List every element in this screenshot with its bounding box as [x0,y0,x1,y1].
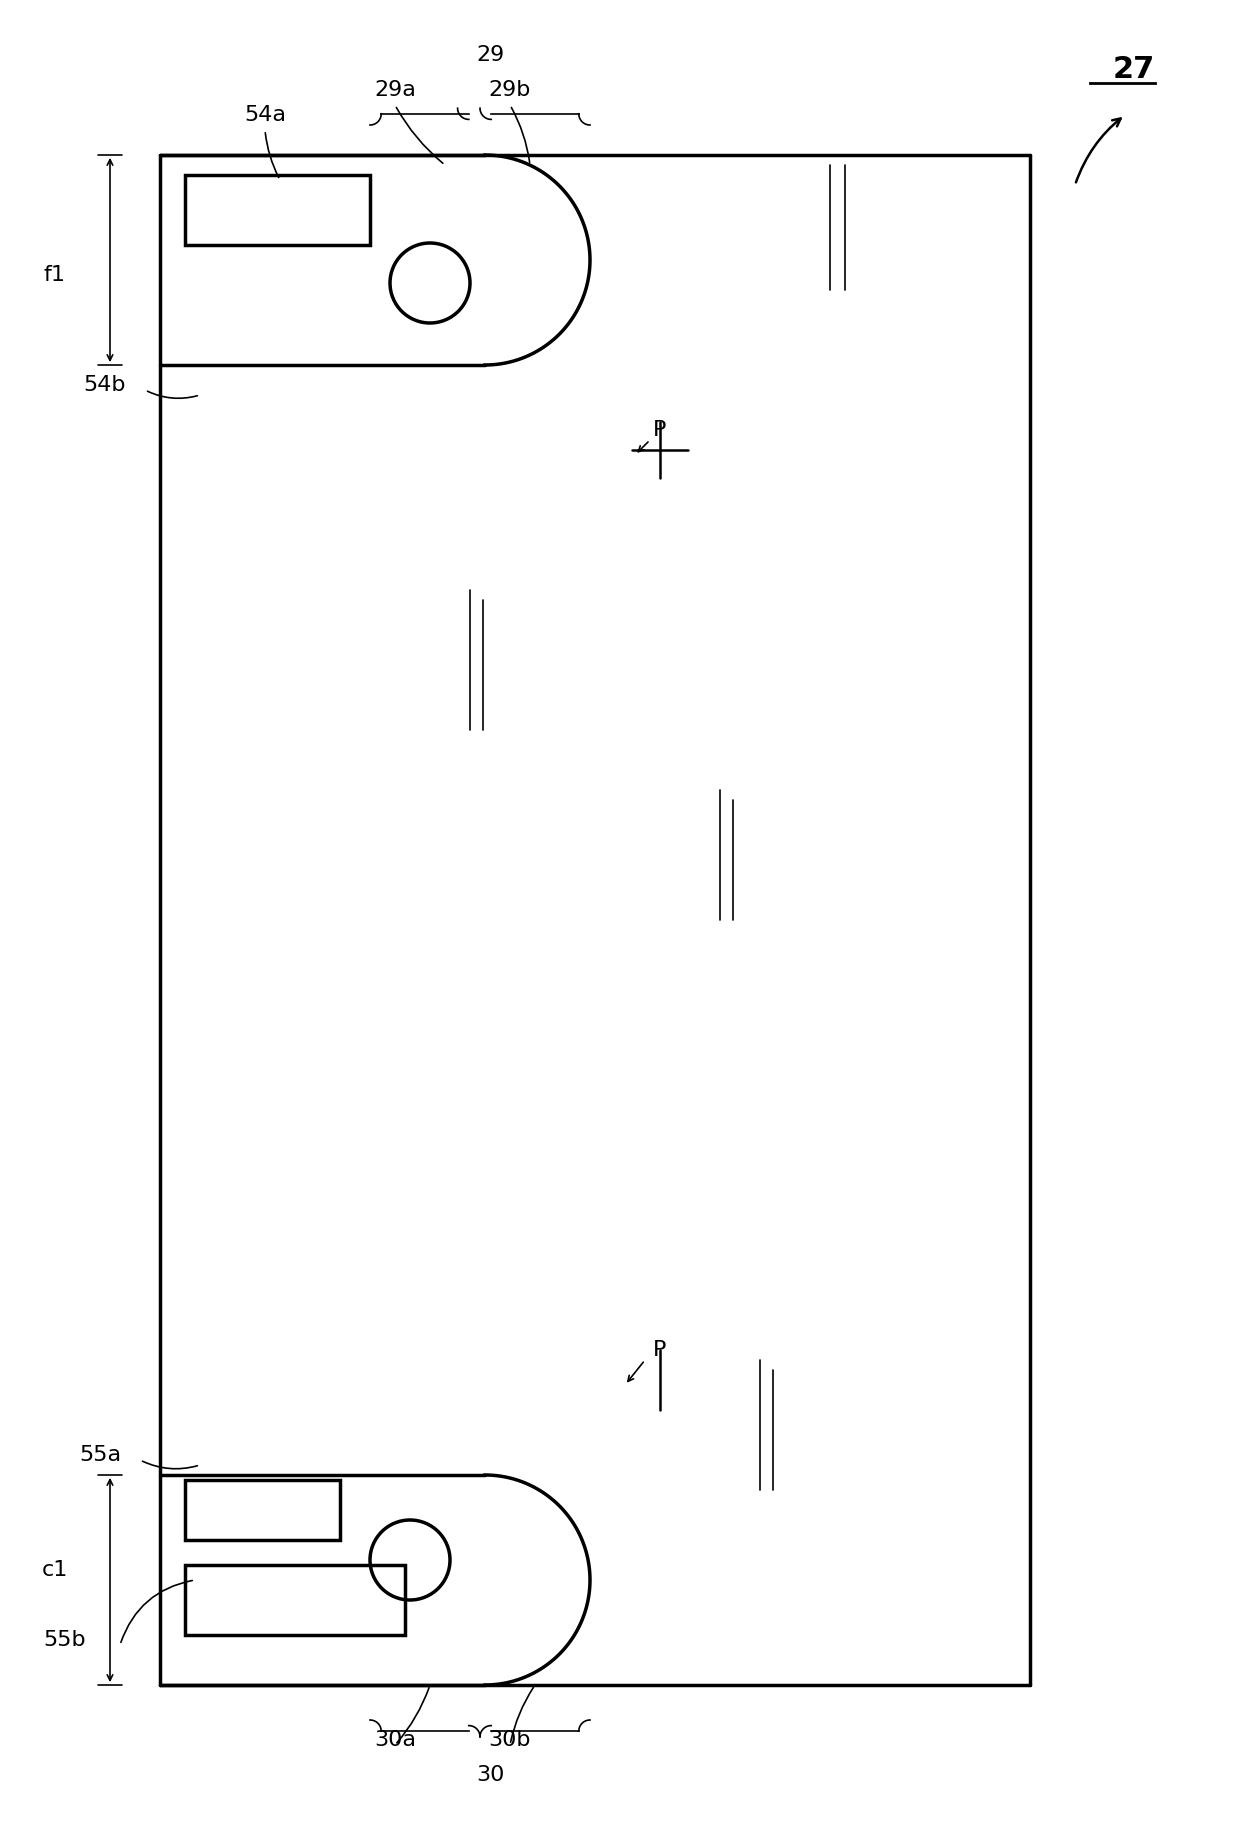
Text: 55a: 55a [79,1444,122,1464]
Text: 30b: 30b [489,1729,531,1749]
Bar [185,1565,405,1634]
Text: c1: c1 [42,1559,68,1579]
Text: 55b: 55b [43,1631,87,1651]
Text: 29a: 29a [374,80,415,101]
Text: 29: 29 [476,46,505,66]
Bar [185,1481,340,1539]
Text: 30: 30 [476,1766,505,1784]
Text: P: P [653,420,667,441]
Bar [185,175,370,245]
Text: 54a: 54a [244,104,286,124]
Text: 27: 27 [1112,55,1154,84]
Text: P: P [653,1340,667,1360]
Text: f1: f1 [43,265,66,285]
Text: 29b: 29b [489,80,531,101]
Text: 30a: 30a [374,1729,415,1749]
Text: 54b: 54b [84,375,126,395]
